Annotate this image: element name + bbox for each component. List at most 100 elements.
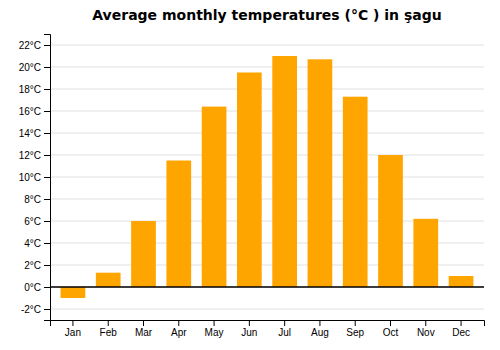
bar (237, 73, 262, 288)
y-tick-label: 14°C (19, 128, 41, 139)
y-tick: 4°C (24, 238, 50, 249)
bar (61, 287, 86, 298)
x-tick-mark (284, 320, 285, 326)
x-tick-label: Mar (135, 327, 153, 338)
title: Average monthly temperatures (°C ) in şa… (92, 7, 441, 23)
x-tick-mark (319, 320, 320, 326)
y-tick: 22°C (19, 40, 50, 51)
grid-line (50, 177, 484, 178)
y-tick-mark (44, 177, 50, 178)
grid-line (50, 67, 484, 68)
bar (449, 276, 474, 287)
y-tick: 18°C (19, 84, 50, 95)
x-tick: Sep (346, 320, 364, 338)
y-tick-label: -2°C (21, 304, 41, 315)
zero-line (50, 286, 484, 288)
y-tick: 2°C (24, 260, 50, 271)
y-axis: -2°C 0°C 2°C 4°C 6°C 8°C 10°C 12°C 14°C 16°C 18°C 2… (19, 35, 51, 321)
y-tick-label: 16°C (19, 106, 41, 117)
bar (413, 219, 438, 287)
y-tick-label: 20°C (19, 62, 41, 73)
grid-line (50, 89, 484, 90)
bar (378, 155, 403, 287)
bar (343, 97, 368, 287)
y-tick: 8°C (24, 194, 50, 205)
x-tick: Feb (100, 320, 118, 338)
bar (308, 59, 333, 287)
x-tick-label: Jan (65, 327, 81, 338)
grid-line (50, 287, 484, 288)
x-tick-label: Sep (346, 327, 364, 338)
x-tick-label: Oct (383, 327, 399, 338)
grid-line (50, 111, 484, 112)
y-tick-label: 4°C (24, 238, 41, 249)
y-tick-mark (44, 111, 50, 112)
x-tick-mark (425, 320, 426, 326)
y-tick-mark (44, 89, 50, 90)
y-tick: 16°C (19, 106, 50, 117)
x-tick-label: Nov (417, 327, 435, 338)
x-tick: Dec (452, 320, 470, 338)
y-tick: 20°C (19, 62, 50, 73)
x-tick-mark (143, 320, 144, 326)
bar (272, 56, 297, 287)
x-tick: Jan (65, 320, 81, 338)
x-tick-mark (214, 320, 215, 326)
y-axis-line (44, 35, 51, 321)
x-tick-label: Jun (241, 327, 257, 338)
x-tick: Apr (171, 320, 187, 338)
y-tick-label: 0°C (24, 282, 41, 293)
chart: -2°C 0°C 2°C 4°C 6°C 8°C 10°C 12°C 14°C 16°C 18°C 2… (0, 0, 500, 350)
x-tick: Aug (311, 320, 329, 338)
y-tick-label: 2°C (24, 260, 41, 271)
y-tick-mark (44, 265, 50, 266)
y-tick-mark (44, 221, 50, 222)
y-tick-mark (44, 309, 50, 310)
x-tick-label: Aug (311, 327, 329, 338)
x-tick-label: Apr (171, 327, 187, 338)
x-tick-mark (461, 320, 462, 326)
grid-line (50, 199, 484, 200)
x-tick-mark (390, 320, 391, 326)
x-tick: Jun (241, 320, 257, 338)
x-tick-label: May (205, 327, 224, 338)
x-tick-label: Dec (452, 327, 470, 338)
y-tick-label: 22°C (19, 40, 41, 51)
x-tick-mark (72, 320, 73, 326)
x-tick: Jul (278, 320, 291, 338)
x-tick: Mar (135, 320, 153, 338)
bar (131, 221, 156, 287)
x-tick-label: Jul (278, 327, 291, 338)
bar (96, 273, 121, 287)
y-tick-mark (44, 133, 50, 134)
y-tick-mark (44, 287, 50, 288)
grid-line (50, 155, 484, 156)
x-tick: May (205, 320, 224, 338)
y-tick: 10°C (19, 172, 50, 183)
y-tick-mark (44, 243, 50, 244)
x-tick-mark (355, 320, 356, 326)
plot: -2°C 0°C 2°C 4°C 6°C 8°C 10°C 12°C 14°C 16°C 18°C 2… (19, 35, 485, 339)
y-tick-mark (44, 155, 50, 156)
y-tick: -2°C (21, 304, 50, 315)
y-tick-mark (44, 199, 50, 200)
grid (50, 45, 484, 309)
x-tick: Nov (417, 320, 435, 338)
x-tick-label: Feb (100, 327, 118, 338)
x-tick: Oct (383, 320, 399, 338)
bar (166, 161, 191, 288)
x-axis: Jan Feb Mar Apr May Jun Jul Aug Sep Oct Nov Dec (51, 320, 485, 338)
grid-line (50, 309, 484, 310)
grid-line (50, 45, 484, 46)
x-axis-line (51, 321, 485, 327)
y-tick: 12°C (19, 150, 50, 161)
y-tick-label: 12°C (19, 150, 41, 161)
bar (202, 107, 227, 287)
y-tick-label: 6°C (24, 216, 41, 227)
bars (50, 56, 484, 298)
y-tick-label: 8°C (24, 194, 41, 205)
x-tick-mark (108, 320, 109, 326)
y-tick-label: 18°C (19, 84, 41, 95)
y-tick: 0°C (24, 282, 50, 293)
y-tick-label: 10°C (19, 172, 41, 183)
